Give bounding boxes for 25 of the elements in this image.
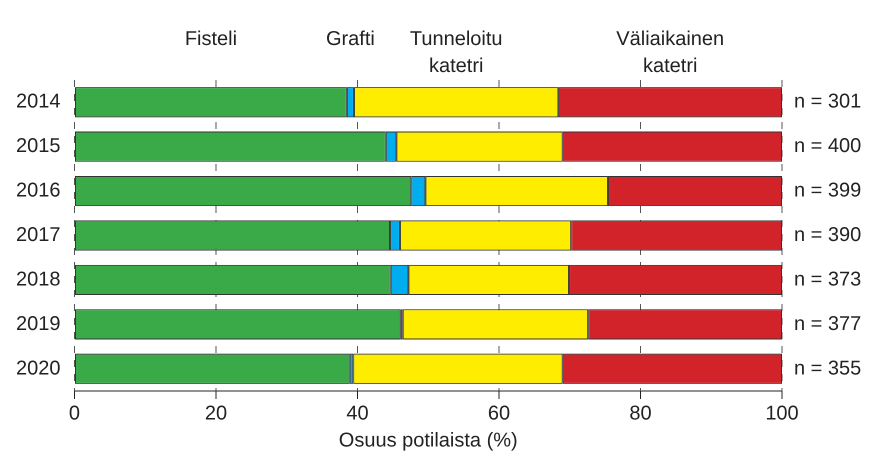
text: n = 400 [794, 135, 862, 158]
y-tick-label: 2014 [16, 90, 60, 113]
series-label: Tunneloitu katetri [410, 28, 503, 77]
x-tick-label: 60 [488, 402, 510, 425]
text: n = 390 [794, 224, 862, 246]
text: n = 373 [794, 268, 862, 290]
y-tick-label: 2016 [16, 180, 60, 202]
y-tick-label: 2019 [16, 312, 60, 335]
text: n = 301 [794, 90, 862, 113]
x-tick-label: 40 [346, 402, 369, 425]
x-axis-title: Osuus potilaista (%) [338, 430, 518, 452]
text: n = 377 [794, 312, 862, 335]
text: n = 399 [794, 180, 862, 202]
text: n = 355 [794, 357, 862, 380]
y-tick-label: 2015 [16, 135, 60, 158]
x-tick-label: 0 [68, 402, 80, 425]
text: Grafti [326, 28, 375, 50]
series-label: Väliaikainen katetri [616, 28, 724, 77]
y-tick-label: 2018 [16, 268, 60, 290]
x-tick-label: 80 [629, 402, 652, 425]
y-tick-label: 2017 [16, 224, 60, 246]
x-tick-label: 20 [204, 402, 228, 425]
y-tick-label: 2020 [16, 357, 60, 380]
x-tick-label: 100 [765, 402, 799, 425]
series-label: Fisteli [184, 28, 238, 50]
